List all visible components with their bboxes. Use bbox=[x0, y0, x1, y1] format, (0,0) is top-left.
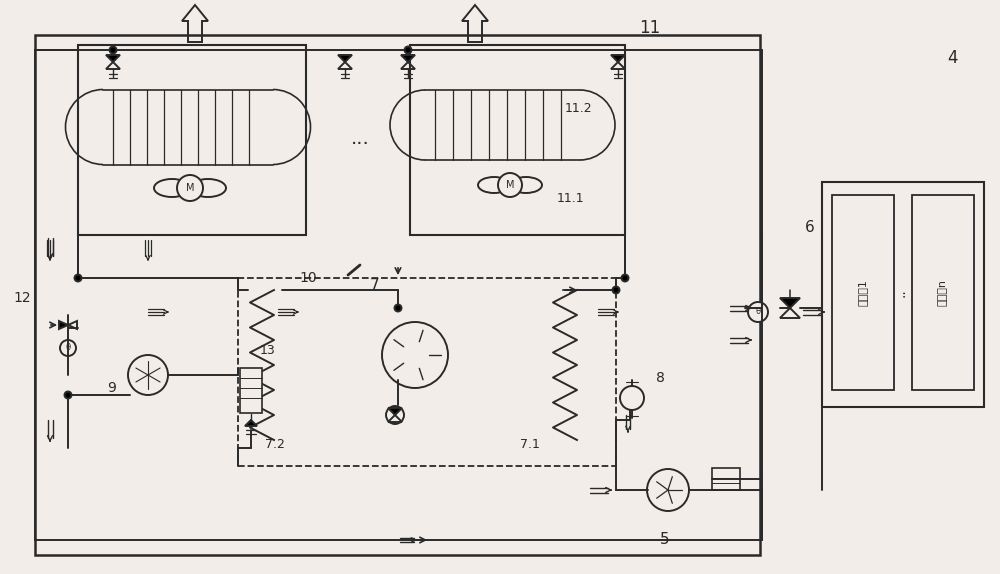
Bar bbox=[822, 182, 984, 407]
Polygon shape bbox=[106, 55, 120, 62]
Circle shape bbox=[110, 46, 116, 53]
Circle shape bbox=[382, 322, 448, 388]
Circle shape bbox=[404, 46, 412, 53]
Text: 11.1: 11.1 bbox=[556, 192, 584, 204]
Bar bbox=[712, 468, 740, 490]
Text: 8: 8 bbox=[656, 371, 664, 385]
Text: 5: 5 bbox=[660, 533, 670, 548]
Text: 9: 9 bbox=[108, 381, 116, 395]
Polygon shape bbox=[245, 420, 257, 426]
Bar bbox=[410, 45, 625, 235]
Circle shape bbox=[394, 304, 402, 312]
Text: 熱負載1: 熱負載1 bbox=[858, 280, 868, 307]
Bar bbox=[78, 45, 306, 235]
Text: 熱負載n: 熱負載n bbox=[938, 280, 948, 307]
Polygon shape bbox=[401, 55, 415, 62]
Circle shape bbox=[60, 340, 76, 356]
Bar bbox=[832, 195, 894, 390]
Circle shape bbox=[177, 175, 203, 201]
Text: 6: 6 bbox=[805, 220, 815, 235]
Text: 7.2: 7.2 bbox=[265, 439, 285, 452]
Polygon shape bbox=[338, 55, 352, 62]
Bar bbox=[912, 195, 974, 390]
Circle shape bbox=[64, 391, 72, 398]
Text: ..: .. bbox=[893, 289, 907, 297]
Text: 13: 13 bbox=[260, 343, 276, 356]
Polygon shape bbox=[59, 321, 68, 329]
Circle shape bbox=[622, 274, 629, 281]
Polygon shape bbox=[780, 298, 800, 308]
Text: 7: 7 bbox=[370, 277, 380, 293]
Circle shape bbox=[647, 469, 689, 511]
Polygon shape bbox=[388, 408, 402, 415]
Text: M: M bbox=[186, 183, 194, 193]
Text: 11: 11 bbox=[639, 19, 661, 37]
Text: M: M bbox=[506, 180, 514, 190]
Circle shape bbox=[386, 406, 404, 424]
Bar bbox=[238, 278, 616, 466]
Text: 10: 10 bbox=[299, 271, 317, 285]
Text: 7.1: 7.1 bbox=[520, 439, 540, 452]
Bar bbox=[240, 368, 262, 413]
Text: 4: 4 bbox=[947, 49, 957, 67]
Circle shape bbox=[612, 286, 620, 293]
Circle shape bbox=[620, 386, 644, 410]
Text: 11.2: 11.2 bbox=[564, 102, 592, 114]
Circle shape bbox=[498, 173, 522, 197]
Circle shape bbox=[74, 274, 82, 281]
Bar bbox=[35, 35, 760, 555]
Text: θ: θ bbox=[65, 343, 71, 352]
Polygon shape bbox=[611, 55, 625, 62]
Text: 12: 12 bbox=[13, 291, 31, 305]
Text: ...: ... bbox=[351, 129, 369, 148]
Circle shape bbox=[128, 355, 168, 395]
Circle shape bbox=[748, 302, 768, 322]
Text: θ: θ bbox=[755, 308, 761, 316]
